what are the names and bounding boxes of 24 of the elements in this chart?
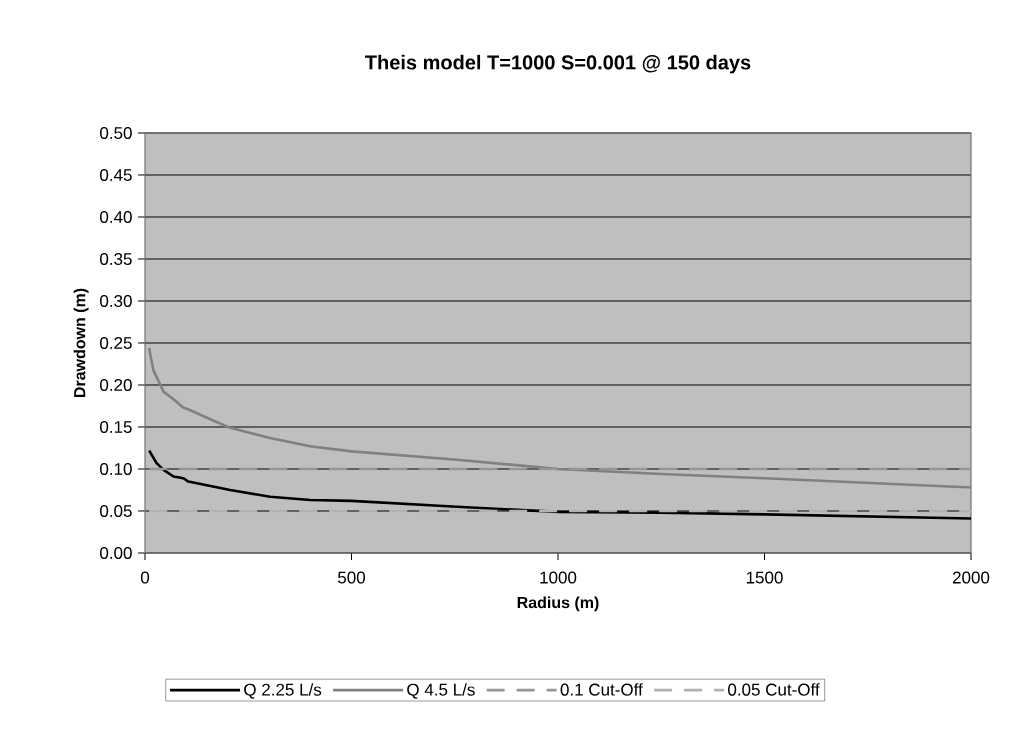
- legend-label: 0.1 Cut-Off: [560, 683, 643, 696]
- x-tick-label: 1000: [540, 571, 577, 584]
- legend-label: Q 4.5 L/s: [407, 683, 475, 699]
- legend-label: 0.05 Cut-Off: [728, 683, 820, 696]
- y-tick-label: 0.15: [100, 420, 132, 434]
- y-tick-label: 0.20: [100, 378, 132, 392]
- y-tick-label: 0.00: [100, 546, 132, 560]
- y-tick-label: 0.45: [100, 168, 132, 182]
- y-tick-label: 0.25: [100, 336, 132, 350]
- y-tick-label: 0.50: [100, 126, 132, 140]
- y-tick-label: 0.30: [100, 294, 132, 308]
- legend-label: Q 2.25 L/s: [244, 683, 322, 699]
- x-tick-label: 0: [140, 571, 150, 584]
- y-tick-label: 0.40: [100, 210, 132, 224]
- y-tick-label: 0.35: [100, 252, 132, 266]
- x-axis-title: Radius (m): [517, 596, 599, 612]
- x-tick-label: 500: [338, 571, 366, 584]
- y-tick-label: 0.05: [100, 504, 132, 518]
- line-series: [147, 346, 971, 489]
- x-tick-label: 1500: [746, 571, 783, 584]
- y-tick-label: 0.10: [100, 462, 132, 476]
- chart-title: Theis model T=1000 S=0.001 @ 150 days: [365, 54, 751, 74]
- y-axis-title: Drawdown (m): [73, 288, 89, 398]
- x-tick-label: 2000: [952, 571, 990, 584]
